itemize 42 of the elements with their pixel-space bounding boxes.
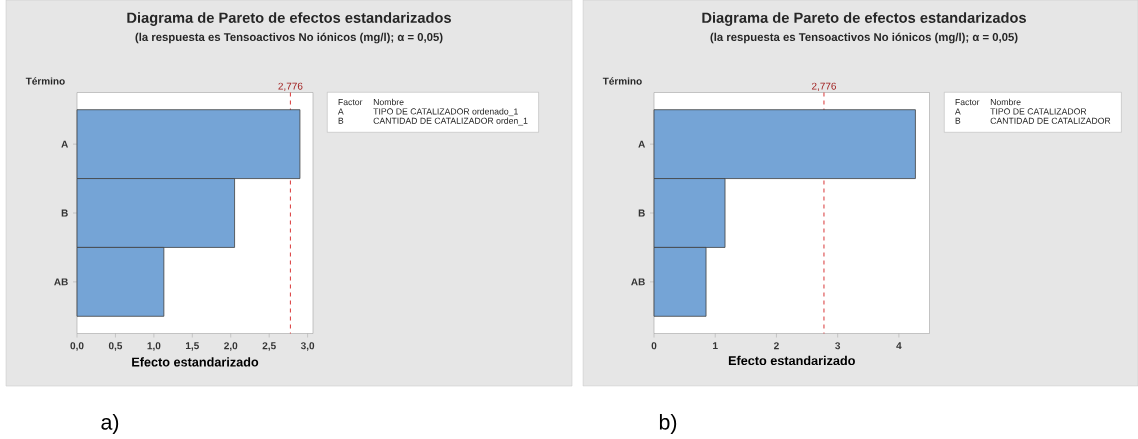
y-tick-label: A <box>61 140 69 148</box>
text: b) <box>659 414 677 434</box>
x-axis-title: Efecto estandarizado <box>132 357 259 367</box>
x-tick-label: 3,0 <box>300 342 315 351</box>
x-tick-label: 1,5 <box>185 342 199 351</box>
text: a) <box>101 414 119 434</box>
y-axis-title: Término <box>25 77 65 85</box>
x-axis-title: Efecto estandarizado <box>728 355 855 366</box>
text: B <box>338 117 344 124</box>
x-tick-label: 2 <box>774 342 779 350</box>
text: Nombre <box>373 98 404 106</box>
ref-line-label: 2,776 <box>278 82 303 91</box>
chart-subtitle: (la respuesta es Tensoactivos No iónicos (mg/l); α = 0,05) <box>710 32 1018 44</box>
x-tick-label: 0,0 <box>70 342 84 351</box>
text: CANTIDAD DE CATALIZADOR <box>990 117 1111 124</box>
y-tick-label: AB <box>54 278 68 286</box>
chart-subtitle: (la respuesta es Tensoactivos No iónicos (mg/l); α = 0,05) <box>135 32 443 44</box>
x-tick-label: 4 <box>896 342 902 350</box>
text: TIPO DE CATALIZADOR ordenado_1 <box>373 108 518 117</box>
x-tick-label: 2,5 <box>262 342 276 351</box>
chart-title: Diagrama de Pareto de efectos estandarizados <box>702 12 1026 26</box>
y-tick-label: A <box>638 140 646 148</box>
text: TIPO DE CATALIZADOR <box>990 108 1087 115</box>
y-axis-title: Término <box>602 77 642 85</box>
ref-line-label: 2,776 <box>811 82 837 91</box>
y-tick-label: B <box>61 209 68 217</box>
text: B <box>955 117 961 124</box>
y-tick-label: B <box>638 209 645 217</box>
y-tick-label: AB <box>631 278 645 286</box>
x-tick-label: 1 <box>713 342 718 350</box>
text: A <box>337 108 344 115</box>
chart-title: Diagrama de Pareto de efectos estandarizados <box>127 12 451 26</box>
text: A <box>954 108 961 115</box>
text: CANTIDAD DE CATALIZADOR orden_1 <box>373 117 528 126</box>
x-tick-label: 0,5 <box>108 342 123 351</box>
text: Factor <box>955 99 980 106</box>
x-tick-label: 0 <box>651 342 657 350</box>
x-tick-label: 3 <box>835 342 841 350</box>
text: Factor <box>338 99 363 106</box>
x-tick-label: 1,0 <box>147 342 161 351</box>
x-tick-label: 2,0 <box>224 342 238 351</box>
text: Nombre <box>990 98 1021 106</box>
